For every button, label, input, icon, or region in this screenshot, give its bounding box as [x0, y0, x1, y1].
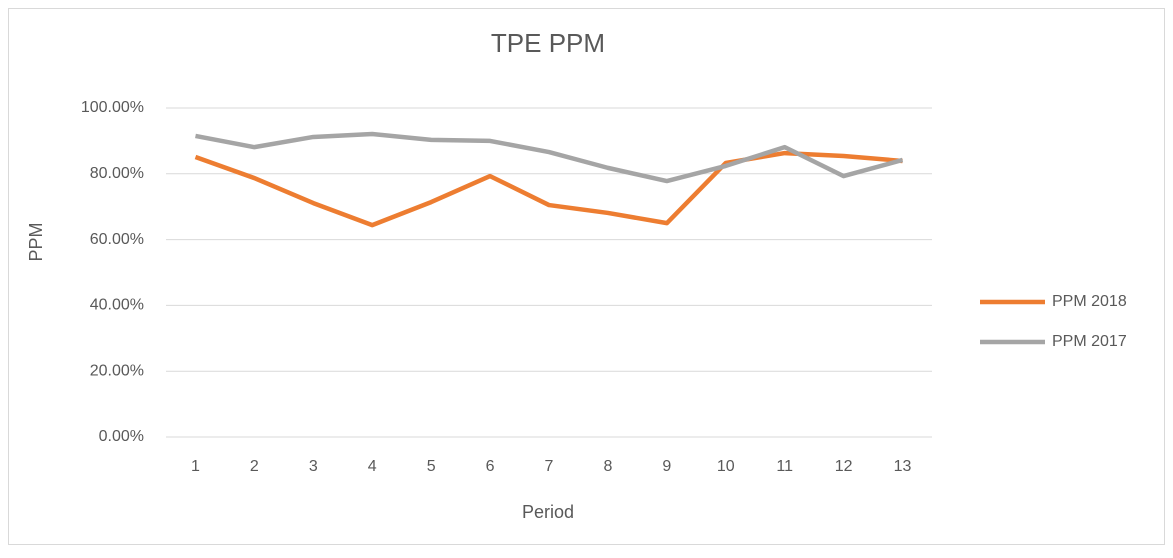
x-tick-label: 4: [368, 458, 377, 475]
series-line: [195, 131, 904, 184]
x-axis-label: Period: [522, 502, 574, 522]
x-tick-label: 5: [427, 458, 436, 475]
y-tick-label: 0.00%: [99, 428, 144, 445]
x-tick-label: 3: [309, 458, 318, 475]
x-tick-label: 1: [191, 458, 200, 475]
chart-title: TPE PPM: [491, 28, 605, 58]
x-tick-label: 11: [776, 458, 793, 475]
x-tick-label: 12: [835, 458, 853, 475]
chart-border: [8, 8, 1165, 545]
y-tick-label: 20.00%: [90, 362, 144, 379]
y-axis-label: PPM: [26, 222, 46, 261]
y-tick-label: 60.00%: [90, 231, 144, 248]
legend-label: PPM 2017: [1052, 333, 1127, 350]
x-tick-label: 8: [603, 458, 612, 475]
legend-label: PPM 2018: [1052, 293, 1127, 310]
x-tick-label: 7: [545, 458, 554, 475]
y-tick-label: 40.00%: [90, 297, 144, 314]
x-tick-label: 10: [717, 458, 735, 475]
x-tick-label: 6: [486, 458, 495, 475]
y-tick-label: 80.00%: [90, 165, 144, 182]
y-tick-label: 100.00%: [81, 99, 144, 116]
series-line: [194, 150, 903, 228]
x-tick-label: 2: [250, 458, 259, 475]
x-tick-label: 13: [894, 458, 912, 475]
x-tick-label: 9: [662, 458, 671, 475]
